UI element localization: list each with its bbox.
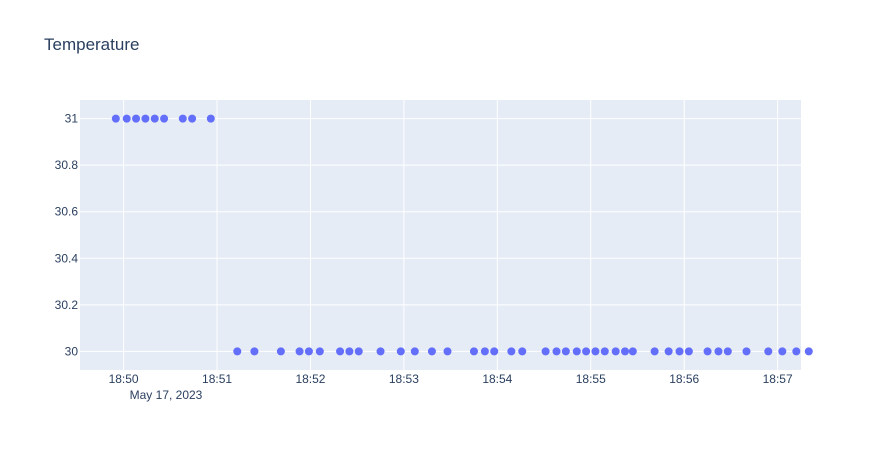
gridlines	[80, 100, 801, 370]
data-point[interactable]	[552, 347, 561, 356]
y-tick-label: 30	[65, 344, 79, 358]
data-point[interactable]	[122, 114, 131, 123]
x-tick-label: 18:51	[202, 372, 232, 386]
data-point[interactable]	[664, 347, 673, 356]
data-point[interactable]	[443, 347, 452, 356]
data-point[interactable]	[518, 347, 527, 356]
data-point[interactable]	[591, 347, 600, 356]
x-tick-label: 18:54	[482, 372, 512, 386]
data-point[interactable]	[132, 114, 141, 123]
data-point[interactable]	[723, 347, 732, 356]
data-point[interactable]	[178, 114, 187, 123]
data-point[interactable]	[295, 347, 304, 356]
data-point[interactable]	[650, 347, 659, 356]
y-tick-label: 30.8	[55, 158, 79, 172]
data-point[interactable]	[764, 347, 773, 356]
data-point[interactable]	[250, 347, 259, 356]
x-tick-label: 18:53	[389, 372, 419, 386]
data-point[interactable]	[611, 347, 620, 356]
data-point[interactable]	[304, 347, 313, 356]
plot-area	[80, 100, 801, 370]
data-point[interactable]	[675, 347, 684, 356]
x-axis-date-label: May 17, 2023	[130, 388, 203, 402]
y-tick-label: 30.2	[55, 298, 79, 312]
data-point[interactable]	[684, 347, 693, 356]
data-point[interactable]	[188, 114, 197, 123]
data-point[interactable]	[233, 347, 242, 356]
x-axis-ticks: 18:50 18:51 18:52 18:53 18:54 18:55 18:56 18:57	[109, 372, 793, 386]
data-point[interactable]	[206, 114, 215, 123]
data-point[interactable]	[396, 347, 405, 356]
data-point[interactable]	[507, 347, 516, 356]
x-tick-label: 18:55	[576, 372, 606, 386]
data-point[interactable]	[480, 347, 489, 356]
x-tick-label: 18:57	[763, 372, 793, 386]
x-tick-label: 18:56	[669, 372, 699, 386]
data-point[interactable]	[804, 347, 813, 356]
x-tick-label: 18:50	[109, 372, 139, 386]
y-axis-ticks: 30 30.2 30.4 30.6 30.8 31	[55, 112, 79, 359]
data-point[interactable]	[345, 347, 354, 356]
y-tick-label: 31	[65, 112, 79, 126]
x-tick-label: 18:52	[295, 372, 325, 386]
y-tick-label: 30.6	[55, 205, 79, 219]
data-point[interactable]	[354, 347, 363, 356]
data-point[interactable]	[742, 347, 751, 356]
data-point[interactable]	[315, 347, 324, 356]
data-point[interactable]	[150, 114, 159, 123]
data-point[interactable]	[621, 347, 630, 356]
data-point[interactable]	[703, 347, 712, 356]
data-point[interactable]	[427, 347, 436, 356]
data-point[interactable]	[276, 347, 285, 356]
data-points	[111, 114, 813, 356]
data-point[interactable]	[714, 347, 723, 356]
data-point[interactable]	[410, 347, 419, 356]
data-point[interactable]	[541, 347, 550, 356]
data-point[interactable]	[490, 347, 499, 356]
y-tick-label: 30.4	[55, 251, 79, 265]
data-point[interactable]	[792, 347, 801, 356]
data-point[interactable]	[160, 114, 169, 123]
data-point[interactable]	[376, 347, 385, 356]
data-point[interactable]	[778, 347, 787, 356]
data-point[interactable]	[336, 347, 345, 356]
data-point[interactable]	[469, 347, 478, 356]
data-point[interactable]	[561, 347, 570, 356]
data-point[interactable]	[111, 114, 120, 123]
data-point[interactable]	[582, 347, 591, 356]
data-point[interactable]	[572, 347, 581, 356]
data-point[interactable]	[628, 347, 637, 356]
data-point[interactable]	[141, 114, 150, 123]
data-point[interactable]	[600, 347, 609, 356]
chart-title: Temperature	[44, 35, 139, 54]
